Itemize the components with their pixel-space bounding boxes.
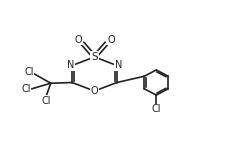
Text: Cl: Cl (41, 96, 51, 106)
Text: Cl: Cl (21, 84, 31, 94)
Text: O: O (91, 86, 98, 96)
Text: O: O (107, 35, 115, 45)
Text: N: N (115, 61, 122, 70)
Text: S: S (91, 52, 98, 62)
Text: O: O (74, 35, 82, 45)
Text: Cl: Cl (24, 67, 34, 77)
Text: Cl: Cl (151, 104, 161, 114)
Text: N: N (67, 61, 74, 70)
